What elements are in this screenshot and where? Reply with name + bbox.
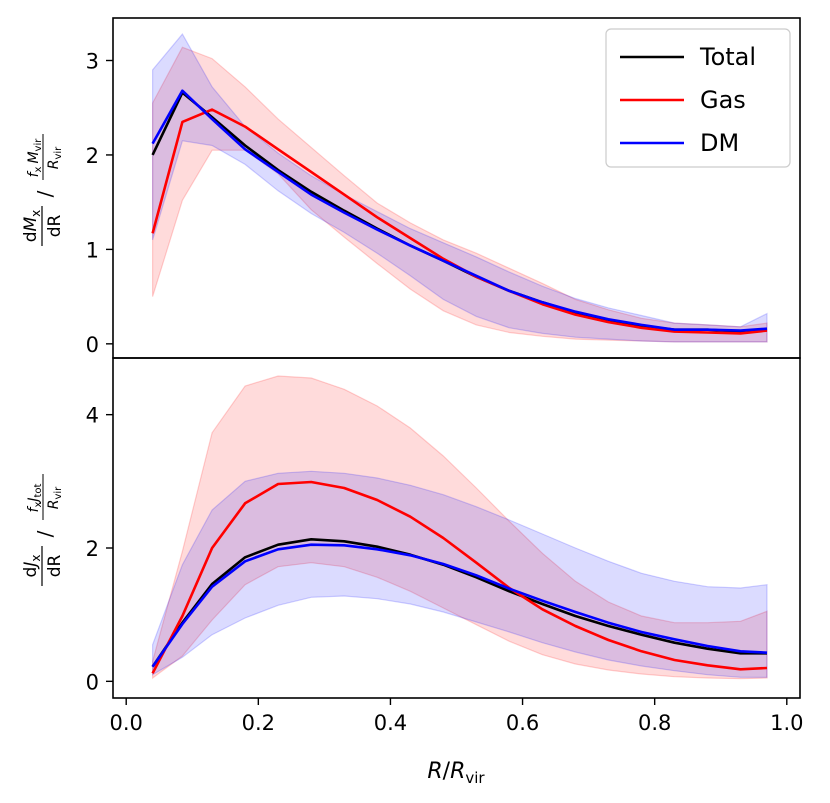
top-ylabel-f-sub: x	[33, 166, 44, 172]
bottom-line-dm	[151, 543, 768, 668]
legend-label-dm: DM	[700, 129, 739, 157]
top-ylabel-den: dR	[45, 215, 65, 238]
bottom-ylabel-f: f	[26, 505, 42, 512]
top-line-dm	[151, 89, 768, 332]
xlabel-slash: /	[443, 759, 451, 784]
xtick-label: 0.8	[638, 711, 671, 735]
legend-box	[605, 28, 791, 168]
bottom-ylabel-j: J	[26, 497, 42, 504]
bottom-ylabel-sym: J	[21, 562, 41, 570]
xtick-label: 0.2	[242, 711, 275, 735]
bottom-ylabel-d: d	[21, 567, 41, 578]
top-ytick-label: 1	[86, 238, 99, 262]
top-ylabel-m: M	[26, 151, 42, 163]
bottom-x-ticks: 0.0 0.2 0.4 0.6 0.8 1.0	[110, 698, 803, 735]
bottom-line-gas	[151, 480, 768, 674]
bottom-ylabel-f-sub: x	[33, 502, 44, 508]
top-ylabel-r: R	[46, 160, 62, 170]
top-ylabel-slash: /	[33, 190, 57, 197]
bottom-panel: 024 0.0 0.2 0.4 0.6 0.8 1.0 dJx dR / fxJtot R…	[21, 357, 803, 787]
bottom-ylabel-sub: x	[29, 555, 43, 562]
xlabel-sub: vir	[465, 769, 485, 787]
bottom-band-gas	[152, 375, 768, 680]
top-ytick-label: 3	[86, 50, 99, 74]
xtick-label: 0.0	[110, 711, 143, 735]
xtick-label: 0.4	[374, 711, 407, 735]
top-ytick-label: 0	[86, 333, 99, 357]
bottom-ylabel-r: R	[46, 500, 62, 510]
bottom-band-dm	[152, 470, 768, 678]
legend: Total Gas DM	[605, 28, 791, 168]
top-ylabel-fnum: fxMvir	[26, 138, 44, 178]
bottom-ytick-label: 0	[86, 670, 99, 694]
top-ylabel-sub: x	[29, 210, 43, 217]
top-ylabel-sym: M	[21, 216, 41, 231]
x-axis-label: R/Rvir	[427, 759, 485, 787]
bottom-ylabel-r-sub: vir	[53, 486, 64, 500]
top-bands	[152, 33, 768, 343]
bottom-ylabel-j-sub: tot	[33, 483, 44, 497]
top-ylabel-fden: Rvir	[46, 146, 64, 169]
bottom-axes-frame	[112, 357, 801, 699]
bottom-y-ticks: 0 2 4	[86, 404, 113, 694]
top-band-gas	[152, 46, 768, 343]
top-band-dm	[152, 33, 768, 343]
bottom-ylabel-den: dR	[45, 555, 65, 578]
xlabel-r2: R	[450, 759, 465, 784]
bottom-ytick-label: 2	[86, 537, 99, 561]
top-ylabel-num: dMx	[21, 210, 43, 243]
bottom-ylabel-fden: Rvir	[46, 486, 64, 509]
top-ylabel: dMx dR / fxMvir Rvir	[21, 134, 65, 246]
bottom-ylabel-slash: /	[33, 530, 57, 537]
bottom-ylabel: dJx dR / fxJtot Rvir	[21, 474, 65, 586]
top-ylabel-m-sub: vir	[33, 138, 44, 152]
legend-label-total: Total	[699, 43, 756, 71]
bottom-ytick-label: 4	[86, 404, 99, 428]
top-ylabel-d: d	[21, 231, 41, 242]
top-ytick-label: 2	[86, 144, 99, 168]
bottom-bands	[152, 375, 768, 680]
bottom-ylabel-num: dJx	[21, 555, 43, 578]
bottom-ylabel-fnum: fxJtot	[26, 483, 44, 512]
top-ylabel-r-sub: vir	[53, 146, 64, 160]
xtick-label: 0.6	[506, 711, 539, 735]
legend-label-gas: Gas	[700, 86, 746, 114]
xtick-label: 1.0	[770, 711, 803, 735]
top-y-ticks: 0 1 2 3	[86, 50, 113, 357]
xlabel-r: R	[427, 759, 442, 784]
top-lines	[151, 89, 768, 335]
bottom-lines	[151, 480, 768, 674]
top-ylabel-f: f	[26, 170, 42, 177]
